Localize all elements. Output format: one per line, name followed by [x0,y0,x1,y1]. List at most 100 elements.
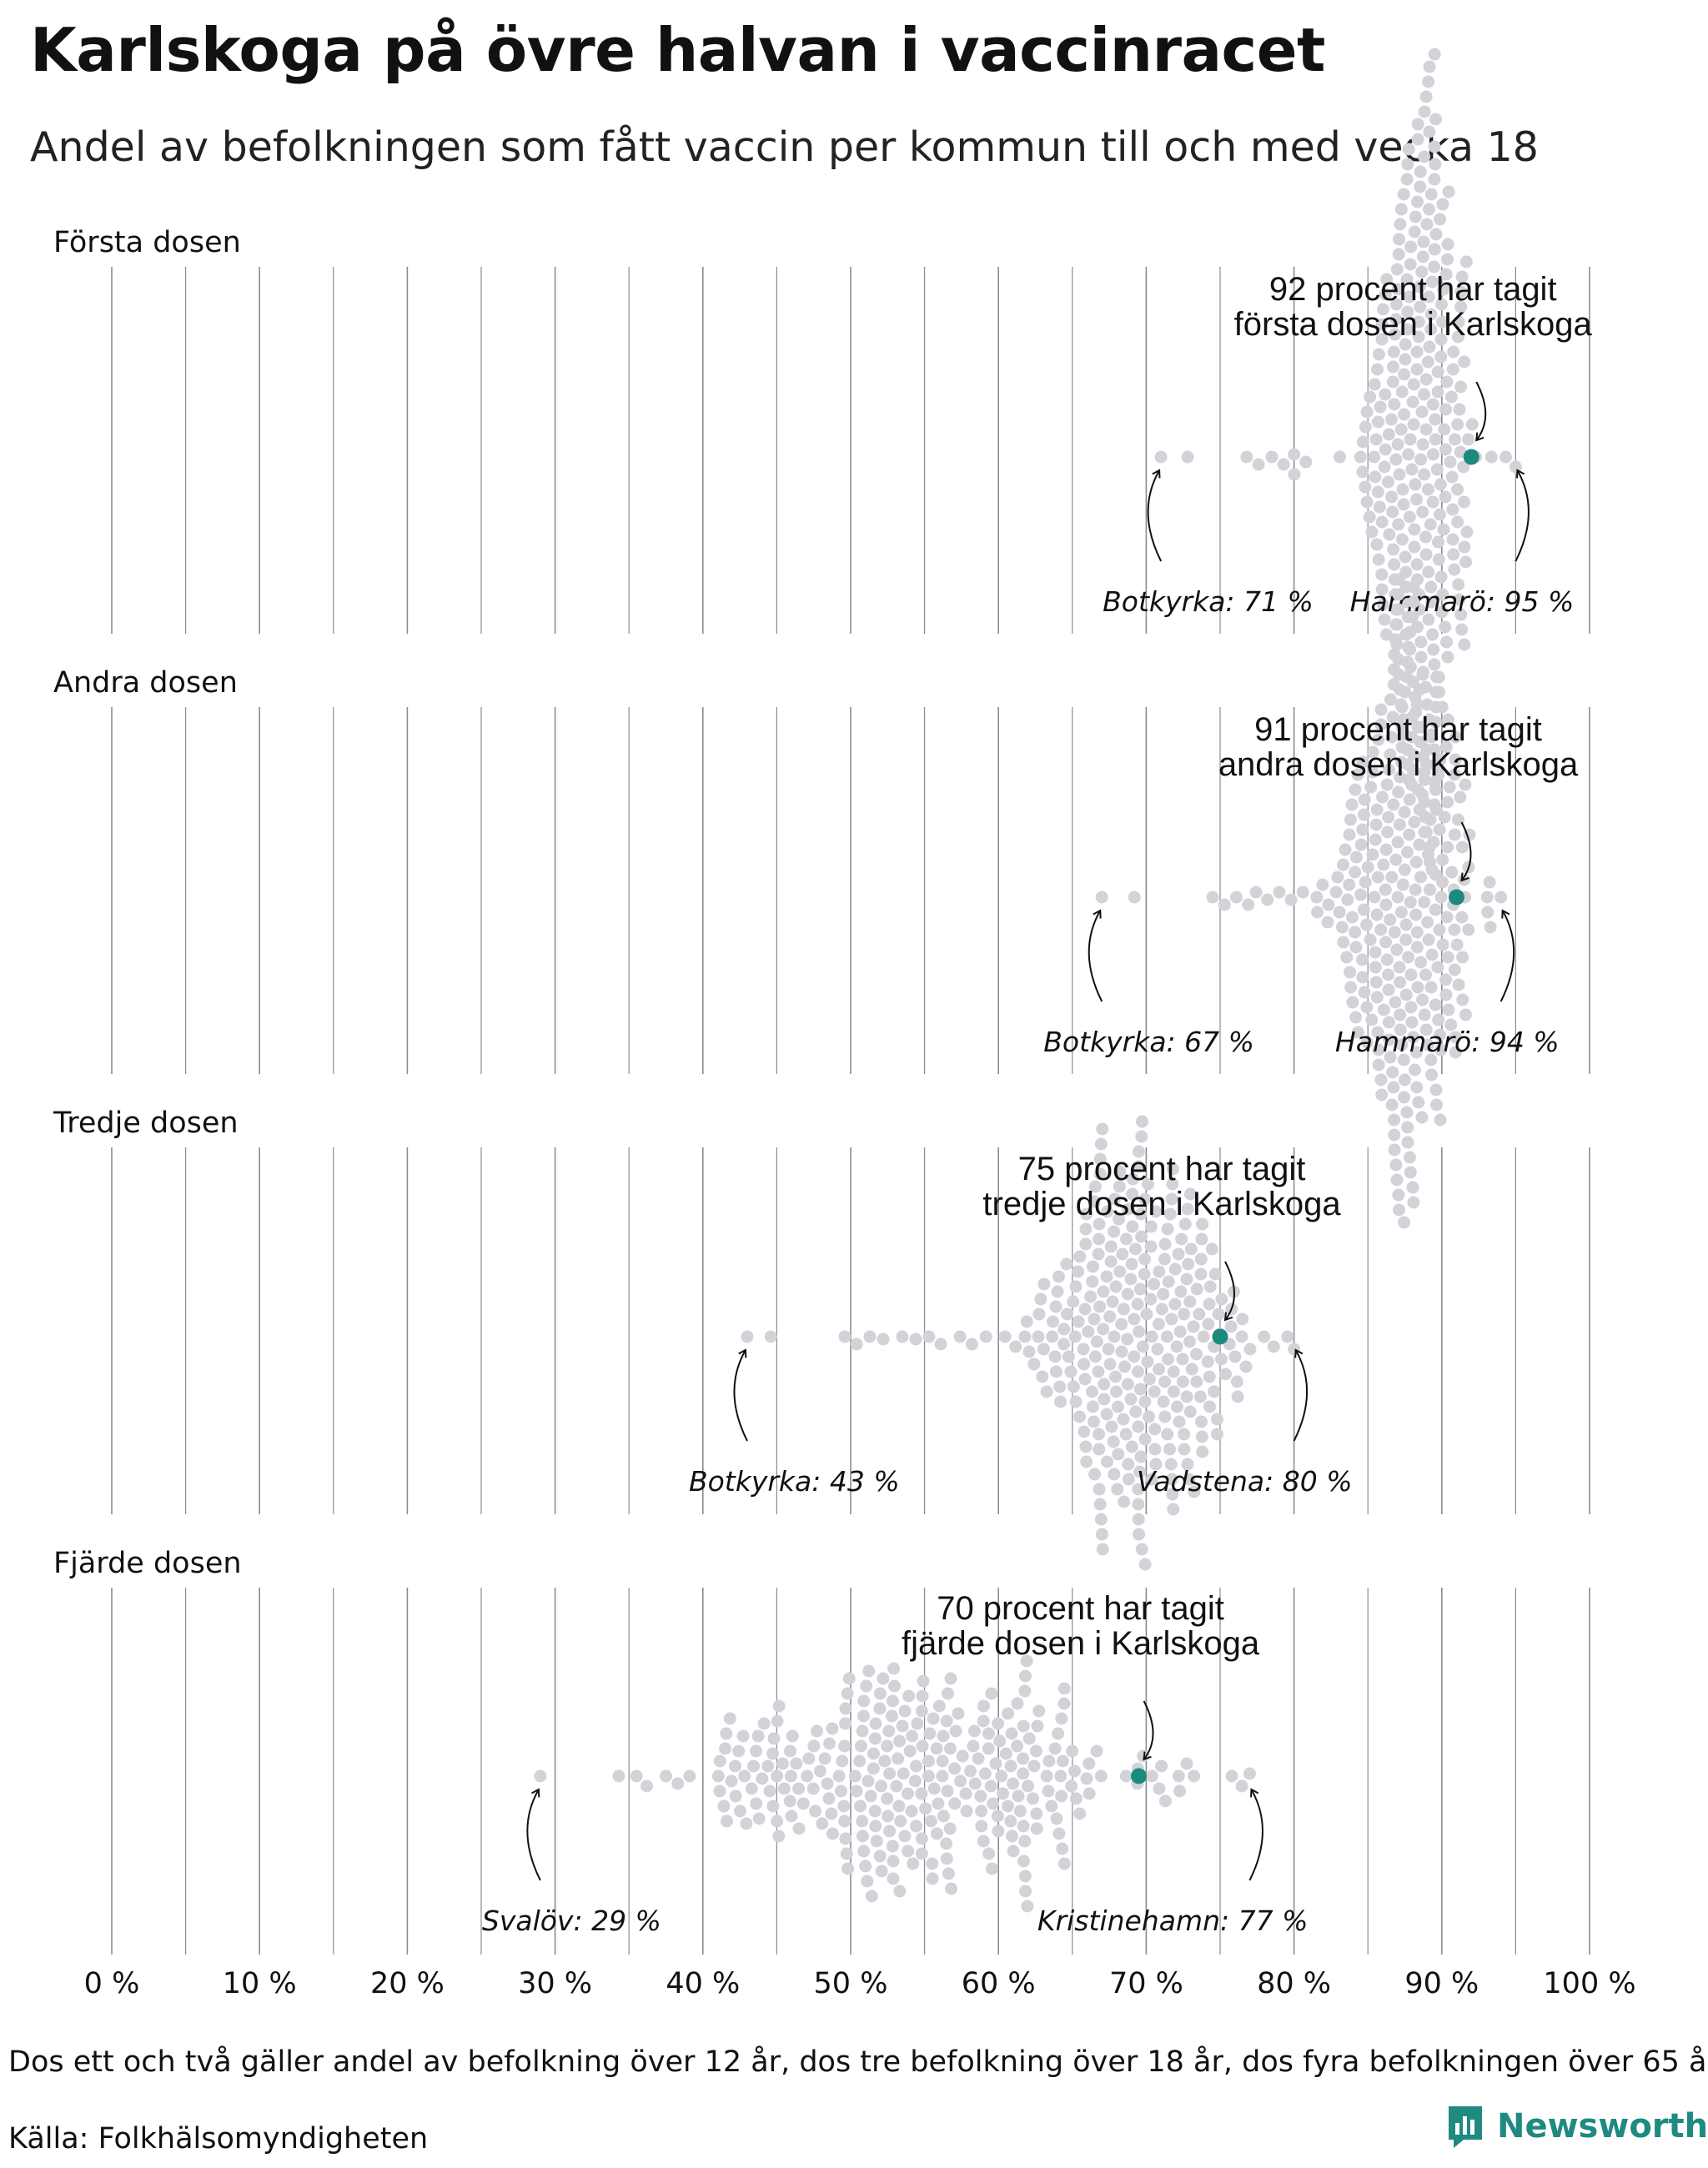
data-point [1157,1395,1170,1408]
data-point [1093,1483,1106,1496]
data-point [1424,188,1438,201]
data-point [1027,1759,1041,1773]
data-point [1399,685,1412,699]
data-point [1394,906,1408,919]
data-point [1434,333,1448,346]
data-point [1394,976,1407,989]
data-point [930,1742,943,1755]
data-point [1412,315,1425,329]
data-point [856,1724,869,1738]
data-point [818,1752,831,1765]
data-point [1434,570,1448,584]
data-point [1108,1192,1122,1206]
data-point [1391,836,1404,849]
data-point [1416,505,1429,519]
data-point [1403,510,1416,524]
data-point [1447,345,1460,359]
data-point [1144,1240,1158,1253]
data-point [1117,1413,1130,1426]
data-point [1415,1111,1429,1124]
data-point [1413,803,1426,816]
data-point [1020,1654,1033,1668]
data-point [1395,700,1409,714]
data-point [1459,555,1472,569]
data-point [1048,1742,1062,1755]
data-point [1436,588,1449,601]
data-point [1421,483,1434,496]
data-point [838,1814,851,1828]
data-point [1273,886,1286,899]
data-point [1149,1458,1163,1471]
highlight-annotation-line-1: 92 procent har tagit [1269,271,1557,308]
data-point [1398,1216,1411,1229]
data-point [1443,780,1456,794]
data-point [1428,658,1441,671]
data-point [841,1687,854,1700]
data-point [1011,1697,1024,1710]
data-point [790,1757,803,1770]
data-point [1456,993,1469,1006]
data-point [907,1857,920,1870]
data-point [1419,530,1432,544]
data-point [1454,608,1468,621]
data-point [1296,886,1309,899]
data-point [902,1844,915,1858]
data-point [1132,1483,1145,1496]
data-point [1098,1378,1111,1391]
data-point [1406,395,1419,409]
data-point [982,1727,995,1740]
data-point [1181,1458,1194,1471]
data-point [1378,613,1391,626]
data-point [1165,1192,1178,1206]
data-point [1225,1769,1238,1783]
data-point [1429,998,1442,1011]
data-point [1125,1440,1138,1453]
data-point [1109,1280,1123,1293]
data-point [1135,1543,1148,1556]
data-point [1122,1202,1135,1216]
data-point [997,1787,1009,1800]
data-point [1137,1749,1150,1763]
data-point [1494,891,1508,904]
data-point [1429,1083,1443,1097]
data-point [1356,755,1369,769]
data-point [1006,1829,1018,1843]
data-point [1176,1375,1189,1388]
max-arrow [1293,1348,1309,1442]
data-point [865,1889,878,1903]
data-point [767,1732,781,1745]
data-point [1363,510,1376,524]
data-point [930,1827,943,1840]
data-point [1380,778,1394,791]
data-point [1425,948,1439,961]
data-point [1129,1405,1143,1418]
data-point [1424,1053,1438,1066]
data-point [1434,478,1447,491]
data-point [1124,1272,1138,1286]
data-point [1394,203,1408,216]
data-point [1056,1842,1069,1855]
data-point [1065,1779,1078,1793]
data-point [1369,433,1383,446]
data-point [1168,1297,1182,1311]
data-point [1337,858,1349,871]
data-point [985,1687,998,1700]
data-point [1414,871,1427,884]
data-point [1134,1207,1148,1221]
data-point [1422,565,1435,579]
data-point [1404,240,1418,253]
data-point [915,1847,928,1860]
data-point [1335,921,1349,934]
data-point [1228,1350,1242,1363]
data-point [1022,1779,1035,1793]
data-point [713,1784,726,1798]
data-point [977,1714,990,1728]
data-point [1069,1792,1083,1805]
data-point [1462,433,1475,446]
data-point [1067,1295,1080,1308]
data-point [926,1872,939,1885]
data-point [999,1747,1012,1760]
data-point [1153,1363,1166,1376]
data-point [1002,1799,1014,1813]
